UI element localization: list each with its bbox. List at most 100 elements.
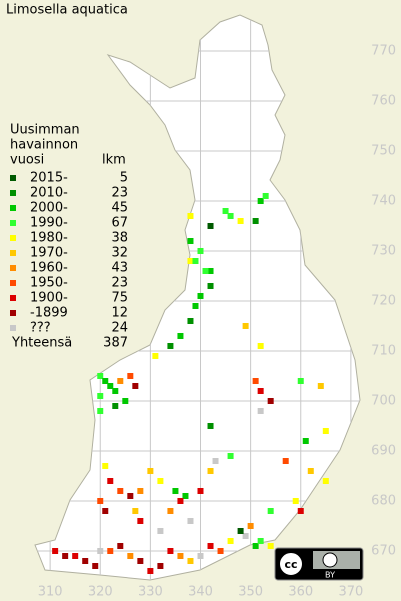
legend-count: 45 bbox=[111, 201, 128, 216]
observation-cell bbox=[257, 538, 264, 544]
observation-cell bbox=[112, 403, 119, 409]
y-tick-label: 690 bbox=[371, 444, 396, 459]
observation-cell bbox=[157, 563, 164, 569]
observation-cell bbox=[97, 408, 104, 414]
legend-count: 5 bbox=[120, 171, 128, 186]
legend-count: 43 bbox=[111, 261, 128, 276]
observation-cell bbox=[207, 268, 214, 274]
observation-cell bbox=[237, 528, 244, 534]
observation-cell bbox=[137, 518, 144, 524]
legend: Uusimman havainnon vuosi lkm Yhteensä 38… bbox=[10, 123, 128, 351]
observation-cell bbox=[187, 258, 194, 264]
observation-cell bbox=[132, 383, 139, 389]
legend-label: -1899 bbox=[30, 306, 68, 321]
observation-cell bbox=[117, 488, 124, 494]
legend-swatch bbox=[10, 325, 16, 331]
observation-cell bbox=[92, 563, 99, 569]
license-badge: cc BY bbox=[274, 547, 364, 581]
legend-label: 2015- bbox=[30, 171, 68, 186]
observation-cell bbox=[177, 498, 184, 504]
observation-cell bbox=[62, 553, 69, 559]
observation-cell bbox=[102, 508, 109, 514]
observation-cell bbox=[132, 508, 139, 514]
legend-count: 23 bbox=[111, 276, 128, 291]
legend-label: 1960- bbox=[30, 261, 68, 276]
observation-cell bbox=[157, 478, 164, 484]
observation-cell bbox=[187, 318, 194, 324]
observation-cell bbox=[192, 303, 199, 309]
observation-cell bbox=[122, 398, 129, 404]
observation-cell bbox=[127, 373, 134, 379]
observation-cell bbox=[257, 388, 264, 394]
observation-cell bbox=[317, 383, 324, 389]
observation-cell bbox=[147, 568, 154, 574]
observation-cell bbox=[257, 343, 264, 349]
observation-cell bbox=[227, 453, 234, 459]
observation-cell bbox=[167, 343, 174, 349]
legend-heading: havainnon bbox=[10, 138, 78, 153]
y-tick-label: 670 bbox=[371, 544, 396, 559]
observation-cell bbox=[172, 488, 179, 494]
observation-cell bbox=[52, 548, 59, 554]
observation-cell bbox=[72, 553, 79, 559]
y-tick-label: 750 bbox=[371, 144, 396, 159]
observation-cell bbox=[197, 553, 204, 559]
legend-swatch bbox=[10, 205, 16, 211]
observation-cell bbox=[322, 428, 329, 434]
cells bbox=[52, 193, 329, 574]
observation-cell bbox=[297, 378, 304, 384]
observation-cell bbox=[267, 543, 274, 549]
observation-cell bbox=[322, 478, 329, 484]
x-tick-label: 370 bbox=[338, 585, 363, 600]
observation-cell bbox=[292, 498, 299, 504]
observation-cell bbox=[207, 223, 214, 229]
observation-cell bbox=[152, 353, 159, 359]
observation-cell bbox=[127, 493, 134, 499]
observation-cell bbox=[282, 458, 289, 464]
y-tick-label: 730 bbox=[371, 244, 396, 259]
legend-total: 387 bbox=[103, 336, 128, 351]
observation-cell bbox=[307, 468, 314, 474]
legend-label: 1970- bbox=[30, 246, 68, 261]
observation-cell bbox=[187, 558, 194, 564]
x-tick-label: 320 bbox=[88, 585, 113, 600]
observation-cell bbox=[252, 218, 259, 224]
y-tick-label: 710 bbox=[371, 344, 396, 359]
legend-label: 1900- bbox=[30, 291, 68, 306]
legend-swatch bbox=[10, 250, 16, 256]
x-tick-label: 360 bbox=[288, 585, 313, 600]
observation-cell bbox=[147, 468, 154, 474]
observation-cell bbox=[177, 553, 184, 559]
observation-cell bbox=[237, 218, 244, 224]
observation-cell bbox=[242, 323, 249, 329]
y-tick-label: 680 bbox=[371, 494, 396, 509]
observation-cell bbox=[207, 543, 214, 549]
observation-cell bbox=[167, 508, 174, 514]
observation-cell bbox=[252, 378, 259, 384]
legend-label: 2010- bbox=[30, 186, 68, 201]
x-tick-label: 350 bbox=[238, 585, 263, 600]
observation-cell bbox=[197, 488, 204, 494]
y-tick-label: 720 bbox=[371, 294, 396, 309]
legend-swatch bbox=[10, 310, 16, 316]
observation-cell bbox=[207, 468, 214, 474]
legend-count: 67 bbox=[111, 216, 128, 231]
cc-text: cc bbox=[284, 558, 297, 571]
legend-count: 38 bbox=[111, 231, 128, 246]
observation-cell bbox=[97, 393, 104, 399]
observation-cell bbox=[252, 543, 259, 549]
observation-cell bbox=[187, 213, 194, 219]
cc-icon bbox=[278, 551, 304, 577]
legend-count: 32 bbox=[111, 246, 128, 261]
x-tick-label: 310 bbox=[38, 585, 63, 600]
by-icon bbox=[322, 552, 338, 568]
observation-cell bbox=[207, 283, 214, 289]
observation-cell bbox=[197, 248, 204, 254]
observation-cell bbox=[222, 208, 229, 214]
y-tick-label: 760 bbox=[371, 94, 396, 109]
legend-label: 1990- bbox=[30, 216, 68, 231]
legend-label: ??? bbox=[30, 321, 51, 336]
y-tick-label: 740 bbox=[371, 194, 396, 209]
legend-swatch bbox=[10, 220, 16, 226]
